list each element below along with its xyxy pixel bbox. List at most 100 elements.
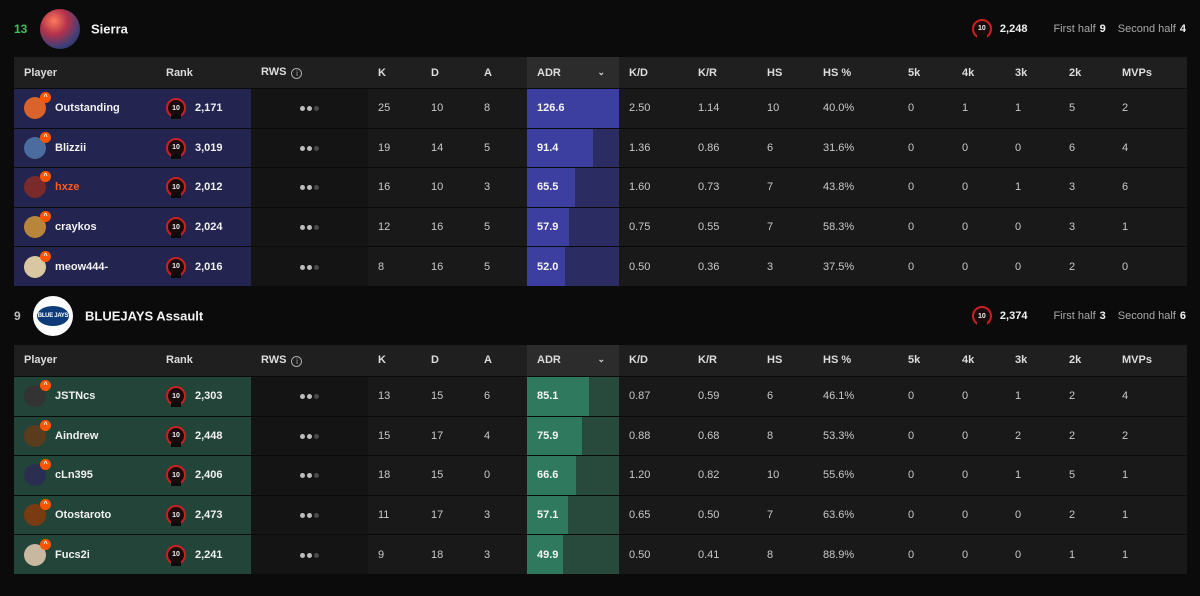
col-mvps[interactable]: MVPs	[1112, 344, 1187, 376]
four-kills: 0	[952, 127, 1005, 168]
table-row: ^ Fucs2i 10 2,241 9 18 3 49.9 0.50 0.41 8 88.9…	[14, 534, 1187, 574]
player-name[interactable]: Otostaroto	[55, 509, 112, 522]
loading-dots-icon	[300, 106, 319, 112]
player-cell[interactable]: ^ cLn395	[14, 455, 156, 495]
rws-cell	[251, 246, 368, 286]
table-row: ^ Outstanding 10 2,171 25 10 8 126.6 2.50 1.…	[14, 88, 1187, 128]
col-adr[interactable]: ADR ⌄	[527, 57, 619, 88]
mvps: 4	[1112, 127, 1187, 168]
col-a[interactable]: A	[474, 344, 527, 376]
avatar[interactable]: ^	[24, 538, 51, 566]
player-name[interactable]: meow444-	[55, 260, 109, 273]
player-name[interactable]: Outstanding	[55, 102, 120, 115]
col-rws[interactable]: RWS i	[251, 344, 368, 376]
col-4k[interactable]: 4k	[952, 344, 1005, 376]
avatar[interactable]: ^	[24, 459, 51, 487]
col-hsp[interactable]: HS %	[813, 57, 898, 88]
team-logo[interactable]	[40, 8, 80, 49]
avatar[interactable]: ^	[24, 250, 51, 278]
headshot-percent: 55.6%	[813, 455, 898, 495]
kr-ratio: 0.73	[688, 167, 757, 207]
col-kr[interactable]: K/R	[688, 344, 757, 376]
avatar[interactable]: ^	[24, 211, 51, 239]
three-kills: 2	[1005, 415, 1059, 456]
player-cell[interactable]: ^ Blizzii	[14, 127, 156, 168]
col-mvps[interactable]: MVPs	[1112, 57, 1187, 88]
col-d[interactable]: D	[421, 57, 474, 88]
loading-dots-icon	[300, 513, 319, 519]
col-a[interactable]: A	[474, 57, 527, 88]
player-name[interactable]: Blizzii	[55, 141, 87, 154]
col-kd[interactable]: K/D	[619, 57, 688, 88]
player-cell[interactable]: ^ meow444-	[14, 246, 156, 286]
assists: 5	[474, 246, 527, 286]
rank-cell: 10 2,171	[156, 88, 251, 128]
player-elo: 2,012	[195, 181, 223, 194]
two-kills: 5	[1059, 88, 1112, 128]
rank-cell: 10 2,241	[156, 534, 251, 574]
two-kills: 1	[1059, 534, 1112, 574]
player-name[interactable]: Fucs2i	[55, 548, 90, 561]
col-hsp[interactable]: HS %	[813, 344, 898, 376]
player-cell[interactable]: ^ Aindrew	[14, 415, 156, 456]
kd-ratio: 0.65	[619, 494, 688, 535]
col-2k[interactable]: 2k	[1059, 57, 1112, 88]
avatar[interactable]: ^	[24, 419, 51, 447]
avatar[interactable]: ^	[24, 131, 51, 159]
player-cell[interactable]: ^ craykos	[14, 206, 156, 247]
player-name[interactable]: hxze	[55, 181, 80, 194]
team-logo[interactable]: BLUE JAYS	[33, 296, 73, 337]
player-cell[interactable]: ^ hxze	[14, 167, 156, 207]
player-name[interactable]: Aindrew	[55, 429, 99, 442]
col-hs[interactable]: HS	[757, 57, 813, 88]
premium-badge-icon: ^	[40, 459, 51, 471]
col-3k[interactable]: 3k	[1005, 57, 1059, 88]
player-cell[interactable]: ^ Outstanding	[14, 88, 156, 128]
col-kd[interactable]: K/D	[619, 344, 688, 376]
col-rws[interactable]: RWS i	[251, 57, 368, 88]
col-rank[interactable]: Rank	[156, 344, 251, 376]
rank-cell: 10 2,448	[156, 415, 251, 456]
col-player[interactable]: Player	[14, 344, 156, 376]
kr-ratio: 0.36	[688, 246, 757, 286]
team-name[interactable]: Sierra	[91, 21, 128, 36]
kills: 8	[368, 246, 421, 286]
col-adr[interactable]: ADR ⌄	[527, 344, 619, 376]
player-cell[interactable]: ^ Otostaroto	[14, 494, 156, 535]
second-half-label: Second half	[1117, 310, 1176, 323]
avatar[interactable]: ^	[24, 92, 51, 120]
team-name[interactable]: BLUEJAYS Assault	[85, 308, 204, 324]
player-cell[interactable]: ^ Fucs2i	[14, 534, 156, 574]
col-5k[interactable]: 5k	[898, 344, 952, 376]
three-kills: 1	[1005, 375, 1059, 416]
four-kills: 1	[952, 88, 1005, 128]
col-rank[interactable]: Rank	[156, 57, 251, 88]
col-d[interactable]: D	[421, 344, 474, 376]
player-cell[interactable]: ^ JSTNcs	[14, 375, 156, 416]
col-4k[interactable]: 4k	[952, 57, 1005, 88]
player-name[interactable]: craykos	[55, 221, 97, 234]
player-name[interactable]: cLn395	[55, 469, 93, 482]
col-2k[interactable]: 2k	[1059, 344, 1112, 376]
col-5k[interactable]: 5k	[898, 57, 952, 88]
col-kr[interactable]: K/R	[688, 57, 757, 88]
info-icon[interactable]: i	[291, 355, 303, 367]
col-k[interactable]: K	[368, 57, 421, 88]
col-player[interactable]: Player	[14, 57, 156, 88]
col-3k[interactable]: 3k	[1005, 344, 1059, 376]
avatar[interactable]: ^	[24, 499, 51, 527]
avatar[interactable]: ^	[24, 380, 51, 408]
headshots: 7	[757, 167, 813, 207]
skill-level-icon: 10	[971, 306, 992, 328]
player-name[interactable]: JSTNcs	[55, 390, 96, 403]
avatar[interactable]: ^	[24, 171, 51, 199]
adr-value: 91.4	[537, 141, 559, 154]
adr-cell: 91.4	[527, 127, 619, 168]
two-kills: 5	[1059, 455, 1112, 495]
three-kills: 1	[1005, 88, 1059, 128]
col-k[interactable]: K	[368, 344, 421, 376]
assists: 3	[474, 534, 527, 574]
info-icon[interactable]: i	[291, 68, 303, 79]
col-hs[interactable]: HS	[757, 344, 813, 376]
headshot-percent: 37.5%	[813, 246, 898, 286]
